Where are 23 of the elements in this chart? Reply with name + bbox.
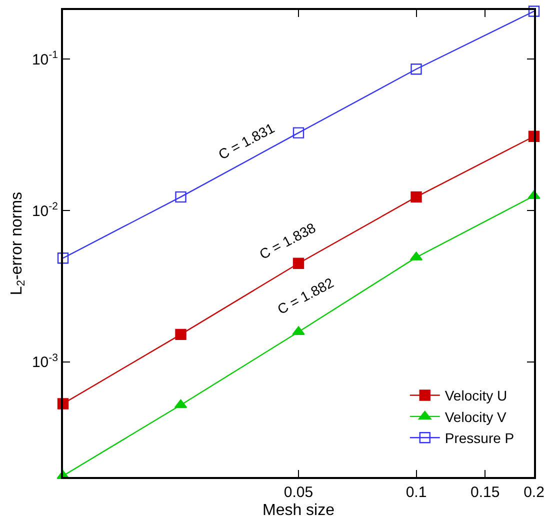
x-tick-label: 0.1: [406, 484, 427, 501]
legend-label: Velocity V: [444, 408, 508, 425]
annotation: C = 1.882: [274, 274, 336, 318]
x-tick-label: 0.05: [284, 484, 314, 501]
point: [410, 191, 422, 203]
point: [175, 191, 186, 203]
legend-label: Pressure P: [444, 430, 514, 446]
x-tick-label: 0.2: [524, 484, 544, 501]
point: [175, 328, 186, 340]
annotation: C = 1.831: [216, 120, 278, 163]
y-tick-label: 10$^{-2}$: [32, 200, 58, 220]
annotation: C = 1.838: [256, 219, 318, 262]
x-tick-label: 0.15: [470, 484, 500, 501]
y-tick-label: 10$^{-3}$: [32, 352, 58, 372]
point: [528, 6, 540, 17]
point: [174, 399, 188, 408]
y-tick-label: 10$^{-1}$: [32, 49, 58, 68]
legend-label: Velocity U: [444, 388, 508, 404]
point: [292, 127, 304, 138]
x-axis-title: Mesh size: [262, 502, 335, 520]
point: [292, 258, 304, 269]
point: [57, 252, 69, 264]
point: [410, 64, 422, 75]
